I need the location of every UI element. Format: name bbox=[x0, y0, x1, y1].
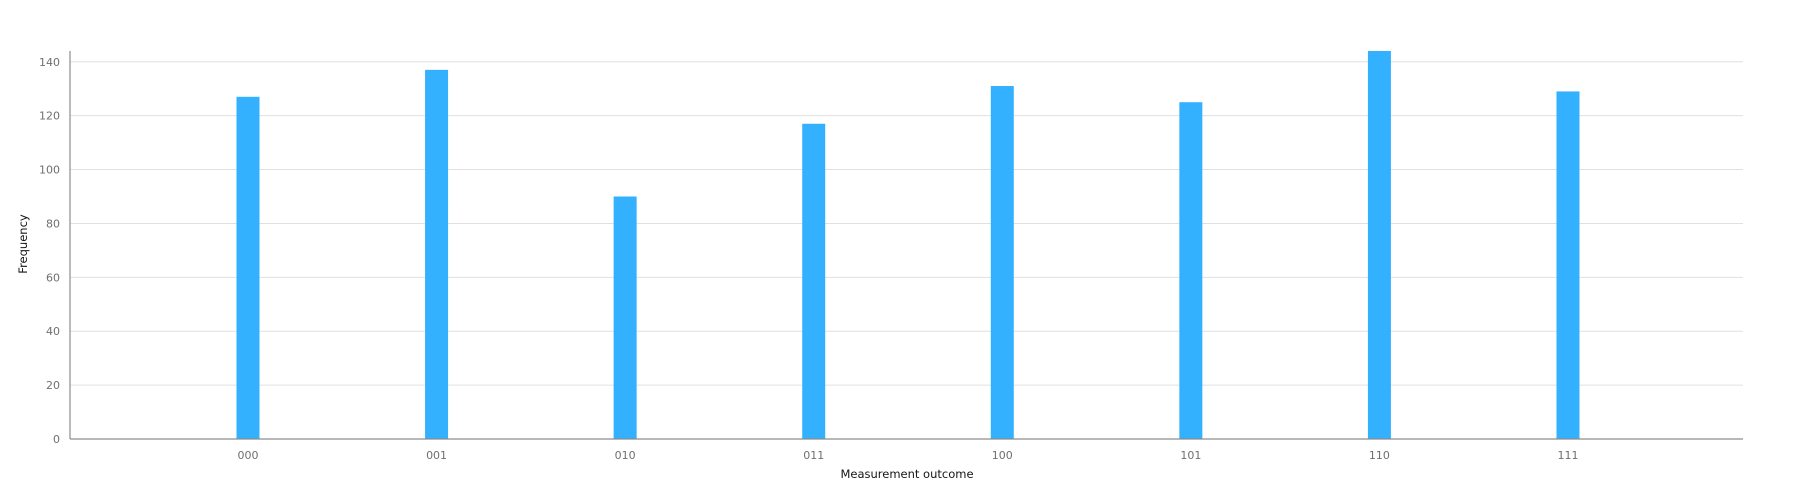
x-tick-label: 010 bbox=[615, 449, 636, 462]
y-tick-label: 0 bbox=[53, 433, 60, 446]
bar-001 bbox=[425, 69, 449, 439]
bar-000 bbox=[236, 96, 260, 440]
x-tick-label: 101 bbox=[1180, 449, 1201, 462]
bar-100 bbox=[990, 86, 1014, 440]
bar-101 bbox=[1179, 102, 1203, 439]
x-tick-label: 011 bbox=[803, 449, 824, 462]
y-tick-label: 60 bbox=[46, 271, 60, 284]
gridlines bbox=[70, 61, 1743, 386]
bar-011 bbox=[802, 123, 826, 439]
bar-010 bbox=[613, 196, 637, 439]
x-tick-label: 000 bbox=[238, 449, 259, 462]
x-tick-label: 111 bbox=[1557, 449, 1578, 462]
y-axis-ticks: 0 20 40 60 80 100 120 140 bbox=[39, 56, 60, 446]
bar-111 bbox=[1556, 91, 1580, 440]
x-tick-label: 001 bbox=[426, 449, 447, 462]
x-tick-label: 110 bbox=[1369, 449, 1390, 462]
bar-110 bbox=[1367, 51, 1391, 439]
bars bbox=[236, 51, 1580, 440]
y-axis-title: Frequency bbox=[16, 214, 30, 274]
y-tick-label: 140 bbox=[39, 56, 60, 69]
y-tick-label: 20 bbox=[46, 379, 60, 392]
y-tick-label: 120 bbox=[39, 110, 60, 123]
y-tick-label: 40 bbox=[46, 325, 60, 338]
x-axis-title: Measurement outcome bbox=[840, 467, 973, 481]
y-tick-label: 80 bbox=[46, 217, 60, 230]
y-tick-label: 100 bbox=[39, 164, 60, 177]
x-tick-label: 100 bbox=[992, 449, 1013, 462]
x-axis-ticks: 000 001 010 011 100 101 110 111 bbox=[238, 449, 1579, 462]
